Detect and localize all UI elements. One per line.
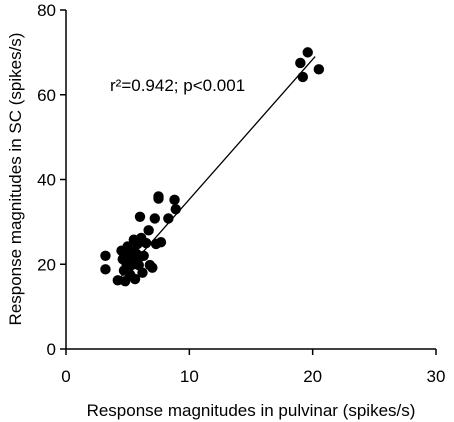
data-point — [163, 213, 174, 224]
data-point — [297, 71, 308, 83]
data-point — [170, 203, 181, 215]
y-axis-title: Response magnitudes in SC (spikes/s) — [6, 33, 25, 326]
data-point — [137, 267, 148, 278]
data-point — [100, 264, 111, 275]
data-point — [169, 194, 180, 206]
x-tick-label: 20 — [303, 367, 322, 386]
x-axis-title: Response magnitudes in pulvinar (spikes/… — [87, 401, 416, 420]
data-point — [153, 193, 164, 204]
y-tick-label: 20 — [37, 255, 56, 274]
x-tick-label: 0 — [61, 367, 70, 386]
data-point — [313, 64, 325, 75]
data-point — [129, 273, 141, 285]
x-tick-label: 30 — [427, 367, 446, 386]
data-point — [138, 250, 149, 261]
plot-area: 0 20 40 60 80 0 10 20 30 r²=0.942; p<0.001 — [37, 1, 445, 386]
data-point — [155, 237, 167, 248]
data-point — [149, 213, 160, 224]
data-point — [147, 262, 158, 273]
data-point — [140, 237, 152, 249]
data-points — [100, 47, 325, 287]
y-tick-label: 60 — [37, 86, 56, 105]
x-tick-label: 10 — [180, 367, 199, 386]
x-ticks: 0 10 20 30 — [61, 349, 445, 386]
stats-annotation: r²=0.942; p<0.001 — [110, 76, 245, 95]
y-tick-label: 0 — [47, 340, 56, 359]
y-tick-label: 80 — [37, 1, 56, 20]
y-ticks: 0 20 40 60 80 — [37, 1, 66, 359]
data-point — [295, 57, 306, 69]
y-tick-label: 40 — [37, 171, 56, 190]
data-point — [143, 225, 154, 236]
data-point — [302, 47, 313, 58]
data-point — [100, 250, 111, 261]
data-point — [134, 211, 146, 222]
